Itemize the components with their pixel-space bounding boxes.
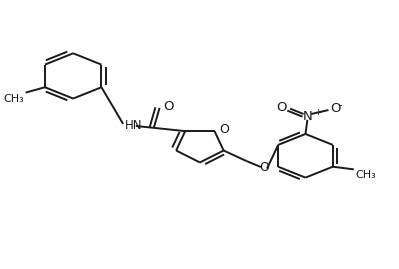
- Text: O: O: [330, 102, 341, 115]
- Text: HN: HN: [125, 119, 142, 132]
- Text: N: N: [302, 110, 312, 123]
- Text: O: O: [276, 101, 286, 114]
- Text: O: O: [219, 122, 229, 136]
- Text: O: O: [259, 161, 269, 174]
- Text: CH₃: CH₃: [4, 94, 24, 104]
- Text: CH₃: CH₃: [356, 170, 376, 180]
- Text: -: -: [339, 101, 342, 111]
- Text: O: O: [164, 100, 174, 113]
- Text: +: +: [314, 108, 322, 117]
